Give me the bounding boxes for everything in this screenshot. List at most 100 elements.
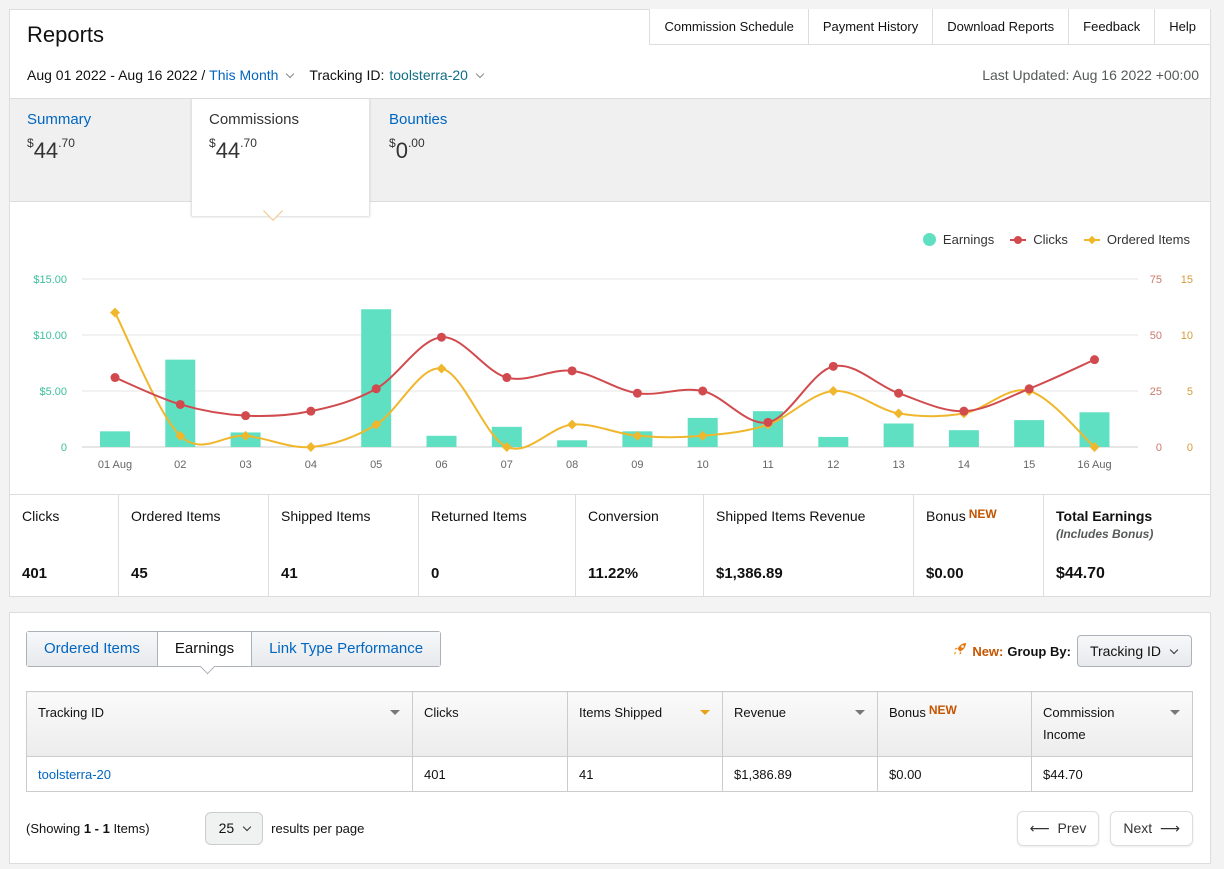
- ordered-items-point: [110, 307, 120, 318]
- tracking-id-link[interactable]: toolsterra-20: [38, 766, 111, 782]
- y2-tick-label: 25: [1150, 386, 1162, 398]
- rocket-icon: [952, 641, 968, 661]
- showing-count: (Showing 1 - 1 Items): [26, 820, 150, 836]
- x-tick-label: 07: [501, 459, 513, 471]
- col-bonus[interactable]: Bonus NEW: [877, 691, 1032, 757]
- period-dropdown[interactable]: This Month: [209, 67, 279, 83]
- cell-commission-income: $44.70: [1031, 756, 1193, 792]
- clicks-point: [371, 384, 381, 394]
- report-table-card: Ordered Items Earnings Link Type Perform…: [9, 612, 1211, 864]
- tab-earnings[interactable]: Earnings: [157, 632, 253, 666]
- tracking-id-label: Tracking ID:: [309, 67, 385, 83]
- clicks-point: [632, 388, 642, 398]
- tab-commissions[interactable]: Commissions $44.70: [191, 99, 370, 216]
- feedback-link[interactable]: Feedback: [1069, 9, 1156, 44]
- earnings-dot-icon: [922, 233, 936, 246]
- earnings-bar: [883, 423, 914, 447]
- x-tick-label: 01 Aug: [98, 459, 132, 471]
- chevron-down-icon[interactable]: [475, 69, 485, 78]
- clicks-point: [306, 406, 316, 416]
- tab-summary-label[interactable]: Summary: [27, 111, 92, 128]
- next-button[interactable]: Next ⟶: [1110, 810, 1193, 846]
- y2-tick-label: 50: [1150, 330, 1162, 342]
- clicks-point: [1090, 355, 1099, 365]
- stat-shipped-items: Shipped Items 41: [269, 495, 419, 597]
- help-link[interactable]: Help: [1155, 9, 1211, 44]
- col-items-shipped[interactable]: Items Shipped: [567, 691, 723, 757]
- tab-bounties[interactable]: Bounties $0.00: [372, 99, 552, 202]
- sort-arrow-icon[interactable]: [855, 710, 865, 715]
- per-page-select[interactable]: 25: [204, 811, 264, 845]
- y3-tick-label: 5: [1187, 386, 1193, 398]
- earnings-bar: [1014, 420, 1045, 447]
- clicks-point: [567, 366, 577, 376]
- group-by: New: Group By: Tracking ID: [952, 635, 1192, 667]
- ordered-items-line: [114, 312, 1096, 450]
- x-tick-label: 05: [370, 459, 382, 471]
- stat-value: 11.22%: [588, 565, 639, 582]
- date-separator: /: [197, 67, 210, 83]
- col-revenue[interactable]: Revenue: [722, 691, 878, 757]
- tracking-id-dropdown[interactable]: toolsterra-20: [389, 67, 468, 83]
- x-tick-label: 11: [762, 459, 773, 471]
- sort-arrow-icon[interactable]: [700, 710, 710, 715]
- tab-commissions-label: Commissions: [209, 111, 300, 128]
- report-table: Tracking ID Clicks Items Shipped Revenue…: [26, 691, 1193, 792]
- legend-ordered-items[interactable]: Ordered Items: [1083, 232, 1190, 247]
- sort-arrow-icon[interactable]: [390, 710, 400, 715]
- clicks-point: [894, 388, 904, 398]
- ordered-items-point: [632, 430, 643, 441]
- stat-label: Ordered Items: [131, 508, 221, 524]
- per-page-label: results per page: [271, 820, 365, 836]
- sort-arrow-icon[interactable]: [1170, 710, 1180, 715]
- col-clicks[interactable]: Clicks: [412, 691, 568, 757]
- y3-tick-label: 15: [1181, 274, 1193, 286]
- payment-history-link[interactable]: Payment History: [808, 9, 934, 44]
- commission-schedule-link[interactable]: Commission Schedule: [650, 9, 809, 44]
- x-tick-label: 10: [697, 459, 709, 471]
- summary-tabs: Summary $44.70 Commissions $44.70 Bounti…: [10, 98, 1210, 216]
- clicks-point: [110, 373, 120, 383]
- ordered-items-point: [567, 419, 578, 430]
- stat-conversion: Conversion 11.22%: [576, 495, 704, 597]
- y2-tick-label: 0: [1156, 442, 1162, 454]
- bounties-amount: $0.00: [389, 135, 425, 163]
- page-title: Reports: [27, 22, 105, 47]
- stat-returned-items: Returned Items 0: [419, 495, 576, 597]
- tab-summary[interactable]: Summary $44.70: [10, 99, 192, 202]
- tab-bounties-label[interactable]: Bounties: [389, 111, 448, 128]
- clicks-point: [763, 417, 773, 427]
- clicks-point: [502, 373, 512, 383]
- y-tick-label: 0: [61, 442, 67, 454]
- stat-label: Shipped Items: [281, 508, 371, 524]
- pagination: ⟵ Prev Next ⟶: [1006, 810, 1193, 846]
- col-tracking-id[interactable]: Tracking ID: [26, 691, 413, 757]
- new-label: New:: [972, 643, 1004, 659]
- chevron-down-icon[interactable]: [286, 69, 295, 78]
- x-tick-label: 13: [892, 459, 904, 471]
- x-tick-label: 08: [566, 459, 578, 471]
- stat-value: 45: [131, 565, 148, 582]
- stat-value: $44.70: [1056, 565, 1105, 582]
- stat-value: 41: [281, 565, 298, 582]
- clicks-point: [241, 411, 251, 421]
- y-tick-label: $5.00: [39, 386, 67, 398]
- tab-link-type-performance[interactable]: Link Type Performance: [252, 632, 441, 666]
- stat-value: $1,386.89: [716, 565, 783, 582]
- ordered-items-point: [436, 363, 447, 374]
- col-commission-income[interactable]: Commission Income: [1031, 691, 1193, 757]
- stats-row: Clicks 401 Ordered Items 45 Shipped Items 4…: [10, 494, 1210, 597]
- tab-ordered-items[interactable]: Ordered Items: [27, 632, 158, 666]
- x-tick-label: 14: [958, 459, 970, 471]
- chevron-down-icon: [242, 822, 252, 831]
- arrow-right-icon: ⟶: [1159, 819, 1180, 836]
- group-by-select[interactable]: Tracking ID: [1076, 635, 1192, 667]
- download-reports-link[interactable]: Download Reports: [933, 9, 1070, 44]
- legend-earnings[interactable]: Earnings: [922, 232, 994, 247]
- ordered-items-point: [828, 386, 839, 396]
- x-tick-label: 15: [1023, 459, 1035, 471]
- chart-legend: Earnings Clicks Ordered Items: [907, 232, 1190, 247]
- prev-button[interactable]: ⟵ Prev: [1016, 810, 1100, 846]
- legend-clicks[interactable]: Clicks: [1010, 232, 1068, 247]
- ordered-items-point: [240, 430, 251, 441]
